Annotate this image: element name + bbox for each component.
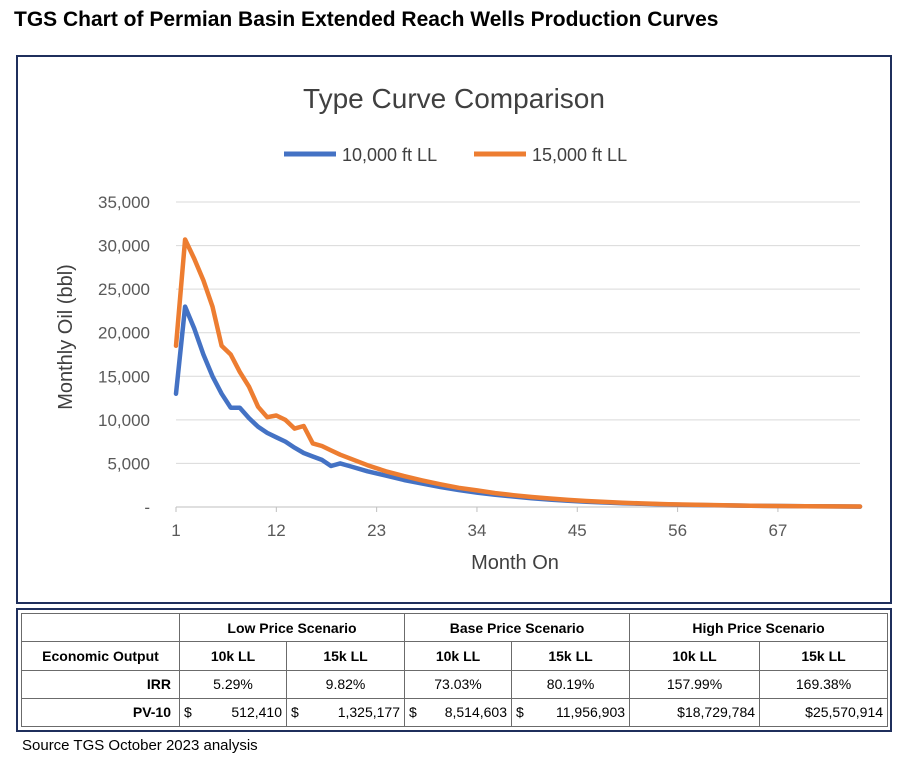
- series-lines: [173, 237, 863, 509]
- scenario-header-row: Low Price Scenario Base Price Scenario H…: [21, 612, 889, 643]
- pv10-value: $18,729,784: [629, 697, 761, 728]
- x-axis-ticks: 1 12 23 34 45 56 67: [171, 507, 787, 540]
- pv10-value: $1,325,177: [285, 697, 406, 728]
- irr-value: 9.82%: [285, 669, 406, 699]
- source-note: Source TGS October 2023 analysis: [22, 737, 258, 754]
- pv10-amount: 8,514,603: [444, 704, 508, 721]
- legend: 10,000 ft LL 15,000 ft LL: [284, 145, 627, 165]
- currency-sign: $: [516, 704, 524, 721]
- pv10-value: $8,514,603: [404, 697, 513, 728]
- economics-table: Low Price Scenario Base Price Scenario H…: [21, 612, 889, 728]
- pv10-value: $25,570,914: [759, 697, 889, 728]
- irr-value: 80.19%: [511, 669, 631, 699]
- pv10-value: $512,410: [179, 697, 287, 728]
- chart-title: Type Curve Comparison: [303, 83, 605, 114]
- scenario-header-base: Base Price Scenario: [404, 612, 631, 643]
- x-tick-label: 12: [267, 521, 286, 540]
- currency-sign: $: [409, 704, 417, 721]
- y-tick-label: 35,000: [98, 193, 150, 212]
- sub-header-cell: 10k LL: [629, 641, 761, 671]
- x-tick-label: 67: [768, 521, 787, 540]
- legend-label-15k: 15,000 ft LL: [532, 145, 627, 165]
- irr-value: 169.38%: [759, 669, 889, 699]
- sub-header-cell: 15k LL: [511, 641, 631, 671]
- sub-header-cell: 15k LL: [759, 641, 889, 671]
- y-tick-label: 20,000: [98, 324, 150, 343]
- sub-header-cell: 10k LL: [404, 641, 513, 671]
- series-line-15k: [173, 237, 863, 509]
- sub-header-cell: 10k LL: [179, 641, 287, 671]
- x-tick-label: 34: [467, 521, 486, 540]
- gridlines: [176, 201, 860, 464]
- irr-row: IRR 5.29% 9.82% 73.03% 80.19% 157.99% 16…: [21, 669, 889, 699]
- scenario-header-low: Low Price Scenario: [178, 612, 406, 643]
- pv10-amount: 512,410: [231, 704, 282, 721]
- pv10-label: PV-10: [21, 697, 180, 728]
- economic-output-label: Economic Output: [21, 641, 180, 671]
- pv10-amount: $18,729,784: [677, 704, 756, 721]
- y-tick-label: -: [144, 498, 150, 517]
- pv10-row: PV-10 $512,410 $1,325,177 $8,514,603 $11…: [21, 697, 889, 728]
- irr-value: 73.03%: [404, 669, 513, 699]
- irr-value: 5.29%: [179, 669, 287, 699]
- series-line-10k: [173, 304, 863, 509]
- x-tick-label: 56: [668, 521, 687, 540]
- economics-table-frame: Low Price Scenario Base Price Scenario H…: [16, 608, 892, 732]
- irr-label: IRR: [21, 669, 180, 699]
- y-axis-label: Monthly Oil (bbl): [55, 264, 77, 410]
- production-chart: Type Curve Comparison 10,000 ft LL 15,00…: [55, 83, 863, 574]
- x-tick-label: 45: [568, 521, 587, 540]
- currency-sign: $: [291, 704, 299, 721]
- sub-header-cell: 15k LL: [285, 641, 406, 671]
- x-tick-label: 23: [367, 521, 386, 540]
- chart-frame: Type Curve Comparison 10,000 ft LL 15,00…: [16, 55, 892, 604]
- pv10-value: $11,956,903: [511, 697, 631, 728]
- pv10-amount: 1,325,177: [337, 704, 401, 721]
- page-title: TGS Chart of Permian Basin Extended Reac…: [14, 8, 719, 31]
- x-tick-label: 1: [171, 521, 180, 540]
- y-tick-label: 10,000: [98, 411, 150, 430]
- pv10-amount: 11,956,903: [556, 704, 626, 721]
- currency-sign: $: [184, 704, 192, 721]
- x-axis-label: Month On: [471, 552, 559, 574]
- y-tick-label: 30,000: [98, 237, 150, 256]
- sub-header-row: Economic Output 10k LL 15k LL 10k LL 15k…: [21, 641, 889, 671]
- pv10-amount: $25,570,914: [805, 704, 884, 721]
- blank-corner-cell: [21, 612, 180, 643]
- scenario-header-high: High Price Scenario: [629, 612, 889, 643]
- y-axis-ticks: - 5,000 10,000 15,000 20,000 25,000 30,000 35,0…: [98, 193, 150, 517]
- y-tick-label: 15,000: [98, 367, 150, 386]
- legend-label-10k: 10,000 ft LL: [342, 145, 437, 165]
- irr-value: 157.99%: [629, 669, 761, 699]
- y-tick-label: 5,000: [107, 454, 150, 473]
- y-tick-label: 25,000: [98, 280, 150, 299]
